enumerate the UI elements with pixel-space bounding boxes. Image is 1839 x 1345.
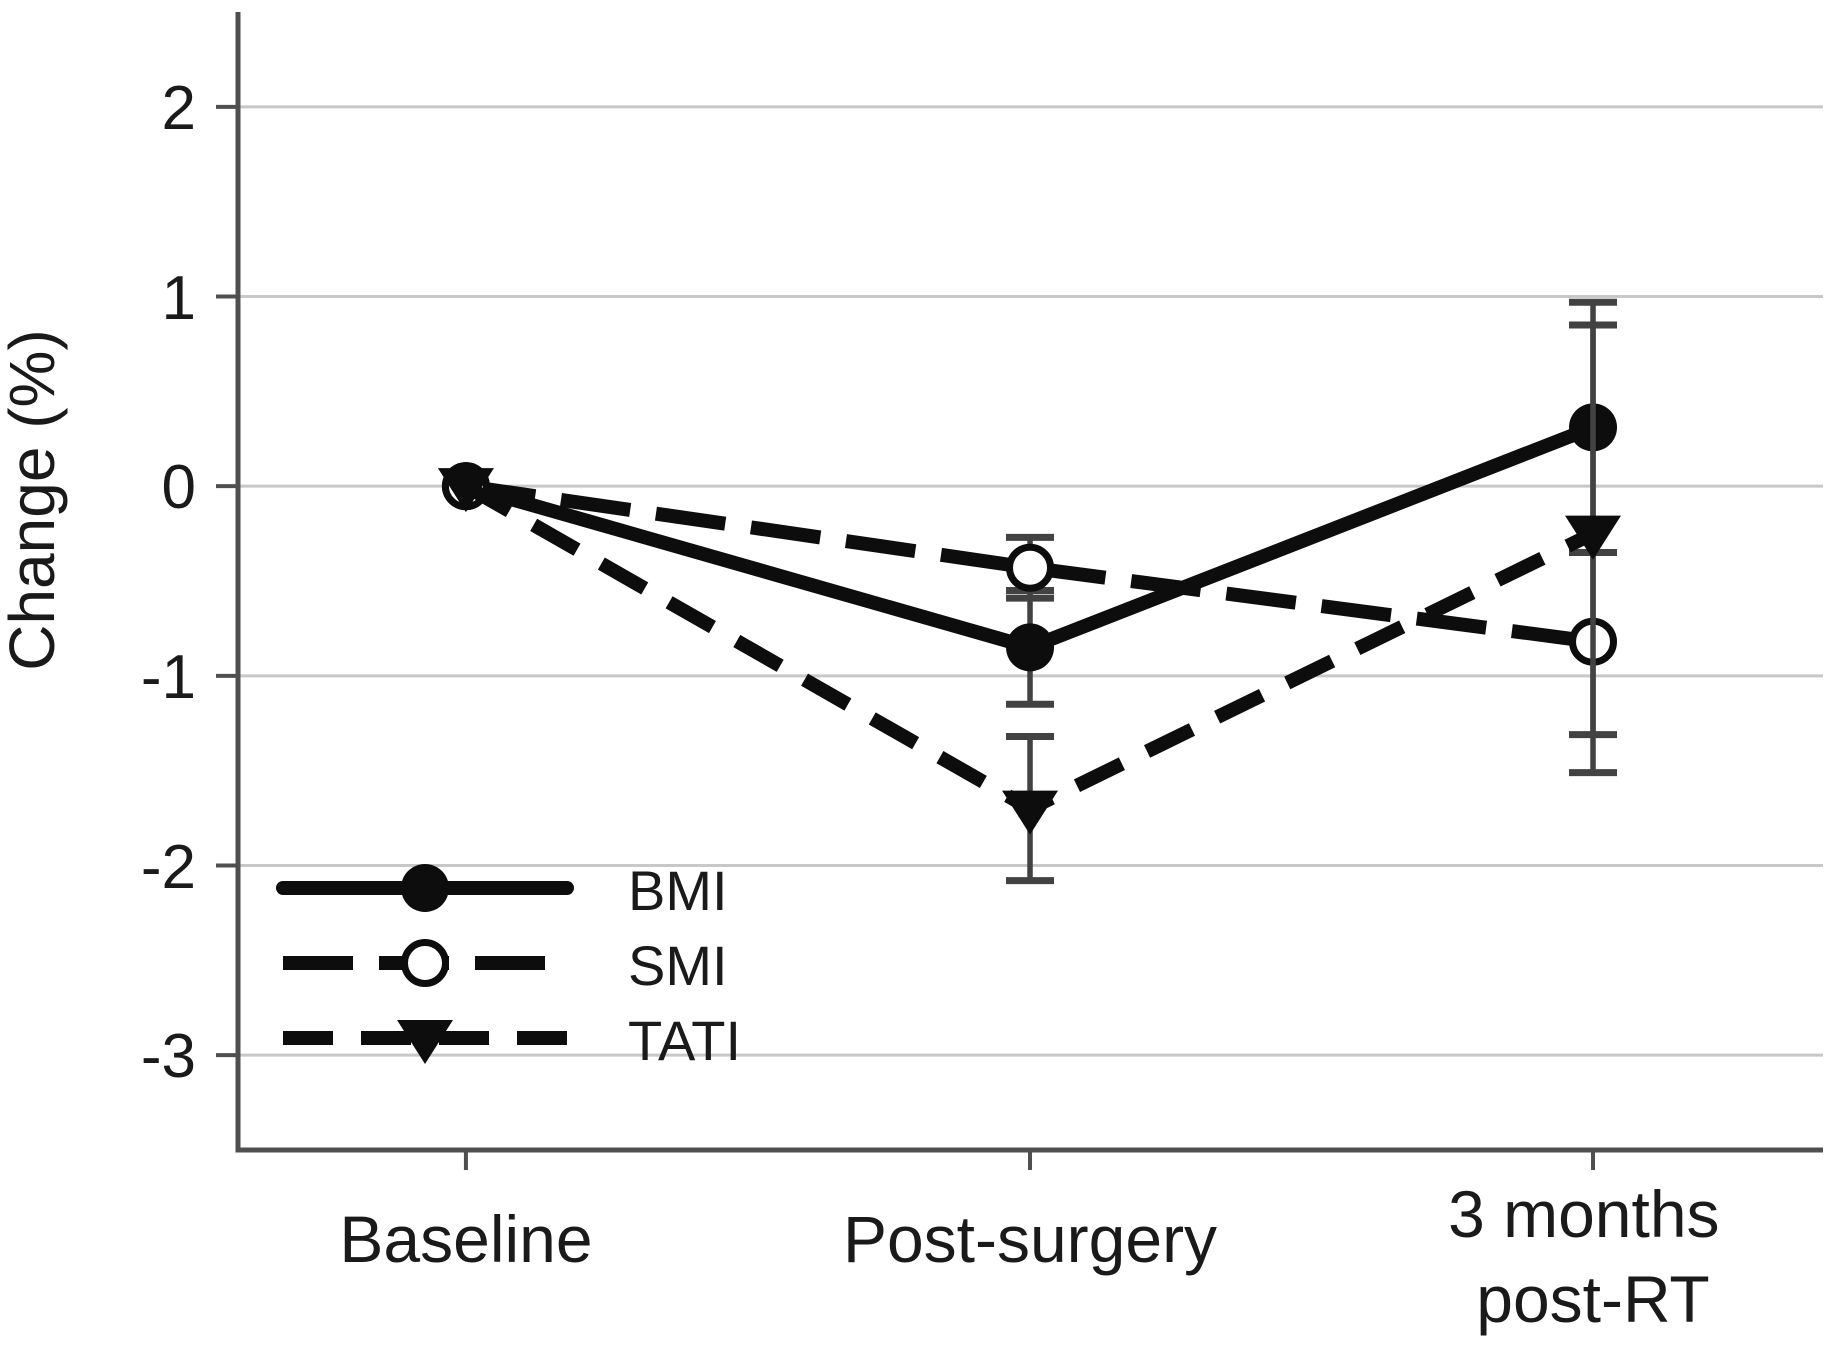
y-axis-title: Change (%)	[0, 329, 68, 671]
legend-label-bmi: BMI	[628, 859, 728, 922]
marker-TATI	[1002, 790, 1059, 835]
legend-marker-TATI	[397, 1020, 453, 1064]
legend-label-tati: TATI	[628, 1009, 741, 1072]
y-tick-label-n1: -1	[141, 643, 196, 712]
legend-label-smi: SMI	[628, 934, 728, 997]
marker-BMI	[1006, 623, 1055, 672]
y-tick-label-1: 1	[162, 264, 196, 333]
y-tick-label-0: 0	[162, 453, 196, 522]
legend-marker-BMI	[401, 864, 449, 912]
x-tick-label-baseline: Baseline	[339, 1202, 592, 1276]
marker-SMI	[1006, 543, 1055, 592]
marker-TATI	[1565, 515, 1622, 560]
x-tick-label-line2: post-RT	[1476, 1262, 1710, 1336]
y-tick-label-n2: -2	[141, 833, 196, 902]
marker-TATI	[437, 468, 494, 513]
x-tick-label-line1: 3 months	[1448, 1177, 1719, 1251]
x-tick-label-3-months-post-rt: 3 months post-RT	[1448, 1177, 1738, 1336]
y-tick-label-2: 2	[162, 74, 196, 143]
legend-marker-SMI	[401, 939, 449, 987]
x-tick-label-post-surgery: Post-surgery	[843, 1202, 1217, 1276]
y-tick-label-n3: -3	[141, 1022, 196, 1091]
